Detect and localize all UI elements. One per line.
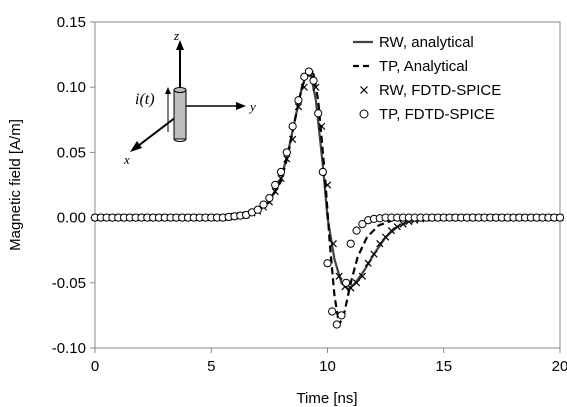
legend: RW, analytical TP, Analytical RW, FDTD-SPI… — [353, 34, 501, 123]
x-tick-label: 20 — [552, 358, 567, 375]
data-point-x-marker — [289, 135, 297, 143]
y-tick-label: 0.10 — [57, 79, 86, 96]
data-point-circle-marker — [300, 72, 309, 81]
data-point-circle-marker — [309, 76, 318, 85]
y-tick-label: -0.05 — [52, 275, 86, 292]
z-axis-label: z — [173, 28, 179, 43]
data-point-circle-marker — [288, 122, 297, 131]
series-tp-fdtd-spice — [90, 67, 565, 329]
data-point-circle-marker — [259, 200, 268, 209]
data-point-x-marker — [335, 272, 343, 280]
data-point-circle-marker — [253, 205, 262, 214]
x-axis-arrow-line — [137, 113, 181, 147]
data-point-circle-marker — [337, 311, 346, 320]
data-point-circle-marker — [318, 167, 327, 177]
data-point-x-marker — [387, 227, 396, 235]
data-point-x-marker — [318, 122, 326, 130]
data-point-circle-marker — [352, 226, 361, 235]
data-point-circle-marker — [265, 193, 274, 203]
data-point-x-marker — [294, 103, 303, 111]
legend-label: TP, FDTD-SPICE — [379, 106, 495, 123]
legend-item: TP, Analytical — [353, 58, 468, 75]
legend-item: TP, FDTD-SPICE — [359, 106, 495, 123]
x-axis-label: x — [123, 152, 130, 167]
legend-swatch-circle — [359, 109, 369, 119]
series-layer — [90, 67, 565, 329]
x-axis-arrowhead — [130, 141, 142, 152]
y-tick-label: 0.15 — [57, 14, 86, 31]
y-axis-title: Magnetic field [A/m] — [7, 119, 24, 251]
x-tick-label: 5 — [207, 358, 215, 375]
series-rw-fdtd-spice — [91, 70, 564, 292]
data-point-x-marker — [370, 250, 378, 258]
data-point-circle-marker — [358, 220, 367, 229]
data-point-circle-marker — [276, 167, 286, 177]
data-point-x-marker — [277, 174, 285, 183]
x-tick-label: 0 — [91, 358, 99, 375]
data-point-circle-marker — [328, 307, 337, 316]
data-point-circle-marker — [323, 259, 332, 268]
legend-label: RW, analytical — [379, 34, 474, 51]
data-point-circle-marker — [346, 239, 355, 248]
data-point-x-marker — [393, 223, 401, 231]
data-point-x-marker — [271, 187, 279, 196]
x-axis-title: Time [ns] — [296, 390, 357, 407]
data-point-x-marker — [352, 279, 361, 287]
data-point-x-marker — [364, 259, 372, 267]
data-point-x-marker — [283, 155, 291, 163]
legend-label: RW, FDTD-SPICE — [379, 82, 501, 99]
data-point-circle-marker — [332, 320, 341, 329]
legend-swatch-x — [360, 86, 368, 94]
current-arrowhead — [165, 87, 171, 94]
data-point-circle-marker — [314, 109, 323, 118]
data-point-circle-marker — [282, 148, 291, 157]
inset-schematic: z y x i(t) — [123, 28, 256, 167]
y-tick-label: 0.05 — [57, 144, 86, 161]
data-point-x-marker — [300, 83, 308, 91]
data-point-circle-marker — [555, 213, 565, 222]
wire-cylinder-top — [173, 87, 187, 93]
data-point-x-marker — [312, 83, 320, 91]
data-point-circle-marker — [294, 96, 303, 105]
legend-item: RW, analytical — [353, 34, 474, 51]
legend-label: TP, Analytical — [379, 58, 468, 75]
data-point-x-marker — [376, 240, 384, 248]
z-axis-arrowhead — [176, 40, 184, 50]
x-tick-label: 10 — [319, 358, 336, 375]
y-axis-arrowhead — [236, 102, 246, 110]
data-point-x-marker — [399, 220, 407, 228]
data-point-x-marker — [382, 233, 390, 241]
wire-cylinder-bottom — [173, 138, 187, 142]
data-point-x-marker — [358, 272, 366, 280]
y-axis-ticks: -0.10 -0.05 0.00 0.05 0.10 0.15 — [52, 14, 95, 357]
data-point-x-marker — [329, 240, 337, 248]
data-point-circle-marker — [271, 180, 280, 190]
data-point-circle-marker — [342, 278, 351, 287]
y-tick-label: 0.00 — [57, 210, 86, 227]
x-tick-label: 15 — [435, 358, 452, 375]
wire-cylinder-body — [173, 89, 187, 140]
x-axis-ticks: 0 5 10 15 20 — [91, 348, 567, 375]
data-point-x-marker — [323, 181, 332, 189]
current-label: i(t) — [135, 91, 155, 108]
y-tick-label: -0.10 — [52, 340, 86, 357]
y-axis-label: y — [248, 99, 256, 114]
legend-item: RW, FDTD-SPICE — [360, 82, 501, 99]
data-point-circle-marker — [304, 67, 313, 76]
